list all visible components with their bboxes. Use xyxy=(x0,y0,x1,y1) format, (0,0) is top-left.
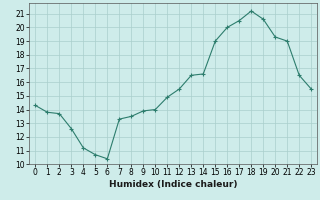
X-axis label: Humidex (Indice chaleur): Humidex (Indice chaleur) xyxy=(109,180,237,189)
